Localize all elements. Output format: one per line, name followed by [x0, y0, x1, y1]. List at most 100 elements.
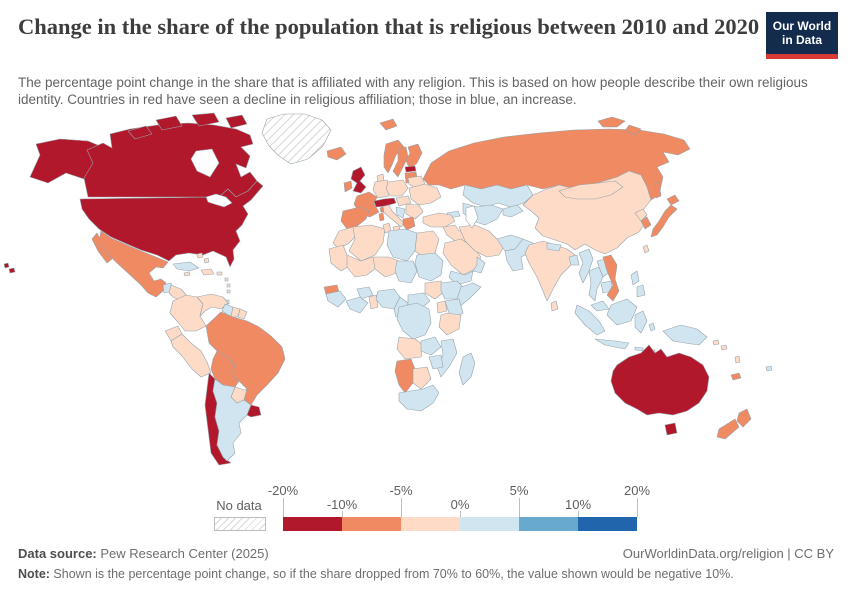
- country-new-zealand-north[interactable]: [736, 408, 752, 428]
- country-balkans[interactable]: [395, 206, 406, 219]
- country-corsica[interactable]: [379, 206, 385, 213]
- country-venezuela[interactable]: [196, 293, 229, 317]
- country-guinea-region[interactable]: [325, 290, 347, 308]
- country-togo-benin[interactable]: [368, 294, 379, 310]
- country-sumatra[interactable]: [574, 304, 606, 336]
- country-argentina[interactable]: [212, 378, 252, 462]
- country-uruguay[interactable]: [246, 404, 262, 418]
- country-norway[interactable]: [383, 139, 405, 174]
- legend-bin-2[interactable]: [401, 517, 460, 531]
- country-sulawesi[interactable]: [634, 310, 648, 334]
- country-new-zealand-south[interactable]: [716, 418, 740, 440]
- country-iran[interactable]: [458, 224, 506, 258]
- legend-bin-4[interactable]: [519, 517, 578, 531]
- country-zimbabwe[interactable]: [428, 354, 444, 370]
- country-ivory-ghana[interactable]: [345, 296, 369, 314]
- country-borneo[interactable]: [606, 298, 638, 326]
- country-namibia[interactable]: [394, 358, 416, 394]
- country-novaya-zemlya[interactable]: [597, 116, 642, 136]
- country-hokkaido-japan[interactable]: [666, 194, 680, 206]
- country-south-korea[interactable]: [640, 216, 652, 230]
- country-greenland[interactable]: [261, 113, 332, 165]
- country-arctic-island-3[interactable]: [191, 112, 220, 127]
- country-malaysia[interactable]: [590, 300, 610, 312]
- country-vanuatu[interactable]: [734, 355, 741, 364]
- country-new-caledonia[interactable]: [730, 372, 742, 381]
- country-myanmar[interactable]: [578, 248, 594, 284]
- country-tanzania[interactable]: [438, 312, 462, 336]
- country-oman[interactable]: [472, 256, 486, 274]
- country-germany[interactable]: [372, 179, 391, 199]
- country-spain-portugal[interactable]: [340, 206, 370, 230]
- country-puerto-rico[interactable]: [216, 271, 223, 276]
- country-svalbard[interactable]: [379, 118, 398, 131]
- country-fiji[interactable]: [765, 365, 773, 372]
- country-uganda[interactable]: [436, 300, 448, 314]
- country-moluccas[interactable]: [648, 322, 656, 332]
- country-niger[interactable]: [372, 256, 400, 278]
- country-vietnam[interactable]: [602, 254, 620, 302]
- country-south-sudan[interactable]: [424, 280, 446, 300]
- country-madagascar[interactable]: [458, 352, 476, 386]
- country-peru[interactable]: [170, 333, 212, 378]
- owid-logo[interactable]: Our World in Data: [766, 12, 838, 59]
- country-sakhalin[interactable]: [654, 181, 662, 199]
- country-japan[interactable]: [650, 204, 678, 238]
- country-bahamas[interactable]: [196, 252, 210, 264]
- country-south-africa[interactable]: [398, 384, 440, 412]
- country-united-kingdom[interactable]: [350, 166, 367, 194]
- country-cuba[interactable]: [172, 261, 200, 272]
- country-switzerland-austria[interactable]: [373, 197, 397, 208]
- country-botswana[interactable]: [412, 366, 432, 390]
- country-arctic-island-1[interactable]: [127, 125, 153, 140]
- country-ukraine[interactable]: [408, 183, 442, 206]
- country-jamaica[interactable]: [183, 271, 191, 277]
- country-bangladesh[interactable]: [568, 254, 580, 266]
- country-australia[interactable]: [610, 344, 710, 416]
- country-angola[interactable]: [396, 336, 424, 360]
- country-romania-bulgaria[interactable]: [405, 203, 424, 220]
- country-tasmania[interactable]: [664, 422, 678, 436]
- country-burkina-faso[interactable]: [356, 286, 374, 300]
- country-dr-congo[interactable]: [396, 302, 432, 340]
- country-canada[interactable]: [83, 122, 258, 198]
- country-sri-lanka[interactable]: [550, 300, 559, 312]
- country-arctic-island-2[interactable]: [155, 115, 183, 131]
- country-java[interactable]: [594, 338, 630, 350]
- country-italy[interactable]: [380, 204, 405, 228]
- country-turkey[interactable]: [422, 212, 456, 228]
- country-french-guiana[interactable]: [237, 308, 248, 320]
- country-india[interactable]: [524, 240, 576, 302]
- country-chad[interactable]: [394, 260, 418, 284]
- legend-bin-3[interactable]: [460, 517, 519, 531]
- country-philippines[interactable]: [630, 270, 646, 298]
- country-lesser-antilles[interactable]: [224, 277, 231, 294]
- country-mongolia[interactable]: [558, 180, 624, 200]
- country-estonia[interactable]: [404, 165, 417, 173]
- country-hungary[interactable]: [395, 195, 412, 207]
- country-sweden[interactable]: [392, 146, 409, 178]
- legend-bin-1[interactable]: [342, 517, 401, 531]
- legend-bin-5[interactable]: [578, 517, 637, 531]
- country-sudan[interactable]: [414, 252, 444, 282]
- country-algeria[interactable]: [348, 224, 386, 262]
- country-nepal[interactable]: [546, 242, 562, 252]
- country-new-guinea[interactable]: [662, 324, 708, 346]
- country-pakistan[interactable]: [504, 238, 534, 272]
- country-hispaniola[interactable]: [200, 268, 215, 276]
- country-arctic-island-4[interactable]: [225, 114, 248, 129]
- country-mali[interactable]: [346, 254, 378, 278]
- country-zambia[interactable]: [420, 336, 442, 356]
- country-poland-czechia[interactable]: [385, 179, 409, 197]
- country-libya[interactable]: [386, 228, 418, 262]
- country-sardinia[interactable]: [378, 212, 385, 222]
- attribution-link[interactable]: OurWorldinData.org/religion | CC BY: [622, 546, 834, 561]
- country-kazakhstan[interactable]: [462, 184, 534, 208]
- country-iceland[interactable]: [326, 146, 347, 161]
- country-mexico[interactable]: [98, 230, 169, 298]
- legend-bin-0[interactable]: [283, 517, 342, 531]
- country-china[interactable]: [522, 170, 652, 255]
- country-kyrgyz-tajik[interactable]: [502, 204, 524, 218]
- country-finland[interactable]: [405, 143, 423, 170]
- country-taiwan[interactable]: [642, 244, 650, 254]
